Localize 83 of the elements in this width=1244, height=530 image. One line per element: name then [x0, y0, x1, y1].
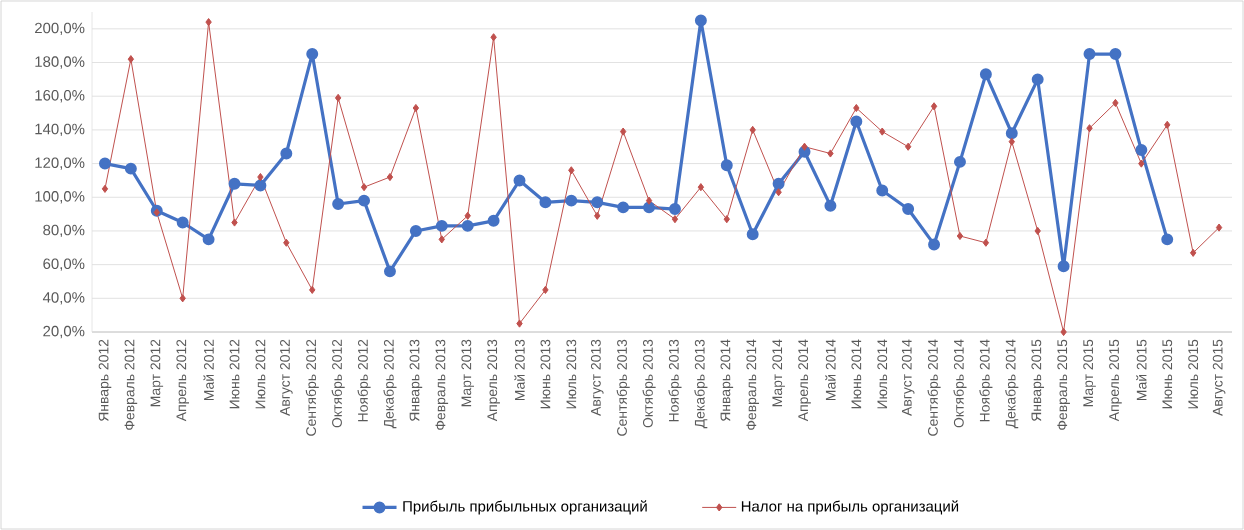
point [930, 102, 938, 111]
point [1008, 137, 1015, 146]
point [801, 142, 808, 151]
point [490, 33, 497, 42]
point [720, 159, 733, 172]
point [205, 18, 212, 27]
point [853, 103, 860, 113]
point [1034, 226, 1041, 236]
point [127, 55, 135, 64]
point [231, 218, 238, 227]
point [979, 68, 992, 81]
point [306, 48, 319, 61]
point [101, 184, 109, 193]
point [124, 162, 137, 175]
point [565, 194, 578, 207]
point [464, 211, 471, 220]
point [461, 219, 474, 232]
point [179, 294, 186, 303]
point [332, 198, 345, 210]
point [1135, 144, 1148, 157]
point [902, 203, 915, 216]
point [619, 127, 627, 136]
point [827, 149, 834, 158]
point [257, 172, 264, 182]
point [1086, 124, 1093, 133]
point [928, 238, 941, 251]
point [283, 238, 290, 247]
point [1060, 327, 1067, 337]
point [772, 177, 785, 190]
point [617, 201, 630, 214]
point [879, 127, 886, 136]
point [254, 179, 267, 192]
point [539, 196, 552, 209]
point [98, 157, 111, 170]
point [513, 174, 526, 187]
point [542, 285, 549, 294]
point [412, 103, 420, 113]
point [176, 216, 189, 229]
point [1005, 127, 1018, 140]
point [1161, 233, 1174, 246]
point [749, 125, 756, 134]
point [671, 215, 679, 224]
point [1164, 120, 1171, 129]
point [594, 211, 601, 220]
point [516, 319, 523, 328]
point [723, 215, 730, 224]
point [645, 196, 653, 205]
point [956, 231, 964, 241]
point [383, 265, 396, 278]
point [953, 155, 966, 168]
point [1031, 73, 1044, 86]
point [982, 238, 990, 247]
point [697, 183, 705, 192]
point [904, 142, 912, 151]
point [358, 194, 371, 207]
point [1109, 48, 1122, 61]
point [775, 188, 782, 197]
point [280, 147, 293, 160]
point [1189, 248, 1197, 257]
point [1215, 223, 1223, 232]
point [360, 183, 368, 192]
point [824, 199, 837, 212]
point [228, 177, 241, 190]
point [202, 233, 215, 246]
point [435, 219, 448, 232]
point [1112, 98, 1119, 108]
point [309, 285, 316, 294]
point [1138, 159, 1145, 168]
point [487, 214, 500, 227]
point [694, 14, 707, 27]
point [1083, 48, 1096, 61]
point [409, 224, 422, 237]
point [568, 166, 575, 175]
point [746, 228, 759, 241]
point [334, 93, 342, 102]
point [850, 115, 863, 128]
point [876, 184, 889, 197]
point [643, 201, 656, 214]
point [386, 172, 394, 182]
point [668, 203, 681, 216]
point [438, 235, 445, 244]
point [591, 196, 604, 209]
point [1057, 260, 1070, 273]
